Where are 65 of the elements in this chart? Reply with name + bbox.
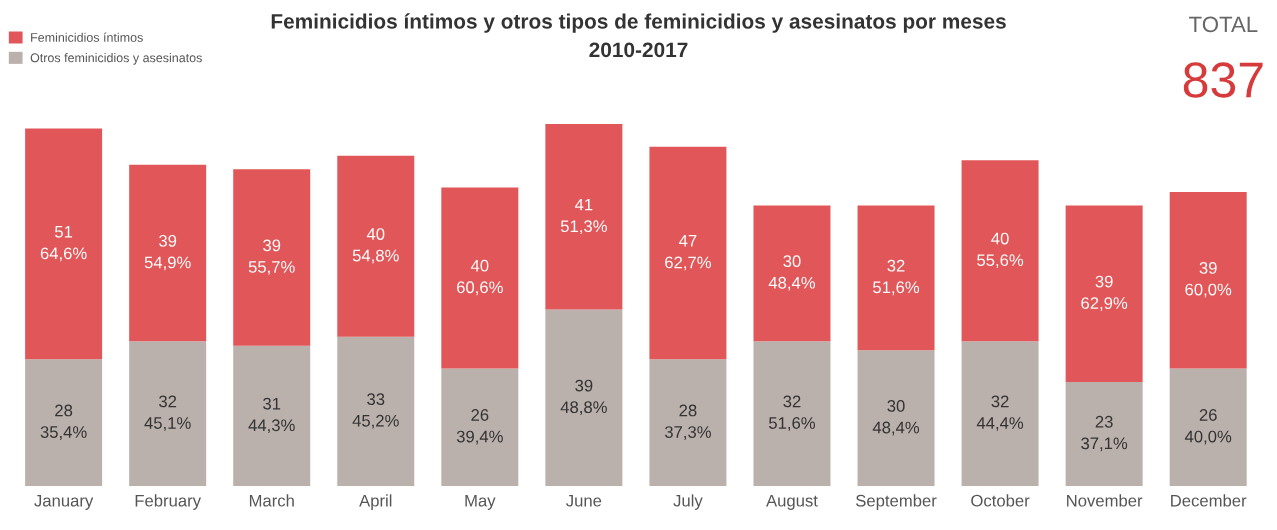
data-label: 30 48,4% (768, 255, 816, 291)
bar (857, 205, 935, 351)
bar (441, 368, 519, 487)
data-label: 32 51,6% (769, 395, 816, 431)
bar (129, 164, 207, 342)
bar (961, 341, 1039, 487)
data-label: 30 48,4% (872, 400, 920, 436)
x-tick-label: November (1067, 494, 1143, 507)
chart-title: Feminicidios íntimos y otros tipos de feminicidios y asesinatos por meses 2010-2017 (271, 13, 1006, 58)
text: TOTAL (1189, 16, 1258, 33)
x-tick-label: March (249, 494, 294, 507)
x-tick-label: June (566, 494, 602, 507)
x-tick-label: October (971, 494, 1030, 507)
legend-label: Feminicidios íntimos (31, 32, 143, 42)
data-label: 32 51,6% (873, 259, 920, 296)
bar (1065, 205, 1143, 382)
bar (961, 160, 1039, 342)
data-label: 32 44,4% (976, 395, 1024, 431)
legend-label: Otros feminicidios y asesinatos (30, 53, 202, 65)
x-tick-label: April (359, 494, 392, 510)
bar (1065, 381, 1143, 487)
data-label: 39 48,8% (560, 379, 607, 416)
bar (337, 155, 415, 337)
bar (129, 341, 207, 487)
bar (1169, 368, 1247, 487)
bar (1169, 191, 1247, 369)
data-label: 47 62,7% (665, 235, 711, 271)
x-tick-label: July (673, 494, 703, 510)
data-label: 39 62,9% (1081, 275, 1128, 311)
data-label: 40 55,6% (977, 232, 1024, 268)
data-label: 40 60,6% (457, 259, 503, 296)
data-label: 26 40,0% (1184, 409, 1232, 445)
bar (25, 128, 103, 360)
data-label: 23 37,1% (1081, 415, 1128, 452)
data-label: 31 44,3% (248, 397, 295, 434)
data-label: 26 39,4% (456, 409, 503, 445)
bar (545, 309, 623, 487)
data-label: 33 45,2% (352, 393, 399, 429)
x-tick-label: September (856, 494, 937, 510)
data-label: 28 35,4% (40, 404, 87, 440)
x-tick-label: May (465, 494, 496, 510)
bar (545, 124, 623, 310)
text: 837 (1183, 62, 1263, 98)
data-label: 28 37,3% (664, 404, 711, 440)
bar (441, 187, 519, 369)
data-label: 41 51,3% (560, 198, 607, 235)
bar (753, 341, 831, 487)
bar (753, 205, 831, 342)
bar (233, 169, 311, 346)
bar (857, 350, 935, 487)
data-label: 39 54,9% (144, 234, 191, 271)
data-label: 40 54,8% (352, 228, 399, 264)
data-label: 39 55,7% (248, 239, 295, 275)
x-tick-label: January (34, 494, 94, 510)
x-tick-label: December (1171, 494, 1247, 507)
data-label: 51 64,6% (40, 226, 87, 262)
bar (25, 359, 103, 487)
bar (233, 345, 311, 487)
data-label: 39 60,0% (1185, 262, 1232, 298)
data-label: 32 45,1% (144, 395, 191, 431)
x-tick-label: February (135, 494, 201, 510)
bar (649, 146, 727, 360)
x-tick-label: August (766, 494, 818, 510)
bar (649, 359, 727, 487)
bar (337, 336, 415, 487)
